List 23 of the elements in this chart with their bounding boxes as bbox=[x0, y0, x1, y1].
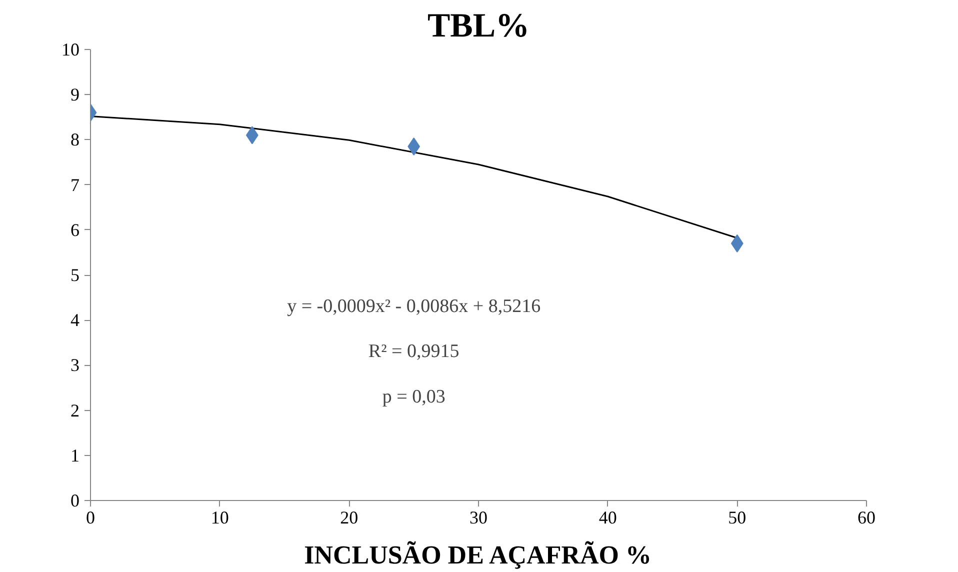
x-tick-label: 10 bbox=[210, 508, 229, 528]
y-tick-label: 0 bbox=[70, 490, 80, 510]
x-tick-label: 0 bbox=[86, 508, 95, 528]
x-tick-label: 60 bbox=[858, 508, 876, 528]
y-tick-label: 8 bbox=[70, 130, 80, 150]
y-tick-label: 1 bbox=[70, 445, 80, 466]
x-tick-label: 50 bbox=[728, 508, 746, 528]
x-tick-label: 20 bbox=[340, 508, 358, 528]
y-tick-label: 3 bbox=[70, 355, 80, 376]
annotation: R² = 0,9915 bbox=[368, 341, 460, 362]
y-tick-label: 2 bbox=[70, 400, 80, 420]
annotation: y = -0,0009x² - 0,0086x + 8,5216 bbox=[287, 296, 541, 318]
annotation: p = 0,03 bbox=[382, 386, 446, 408]
chart-title: TBL% bbox=[427, 8, 530, 44]
y-tick-label: 4 bbox=[70, 310, 80, 330]
x-tick-label: 30 bbox=[470, 508, 488, 528]
y-tick-label: 5 bbox=[70, 265, 80, 285]
y-tick-label: 10 bbox=[62, 40, 80, 60]
x-axis-title: INCLUSÃO DE AÇAFRÃO % bbox=[304, 540, 652, 570]
y-tick-label: 7 bbox=[70, 174, 80, 195]
y-tick-label: 6 bbox=[70, 220, 80, 240]
y-tick-label: 9 bbox=[70, 84, 80, 105]
x-tick-label: 40 bbox=[598, 508, 617, 528]
